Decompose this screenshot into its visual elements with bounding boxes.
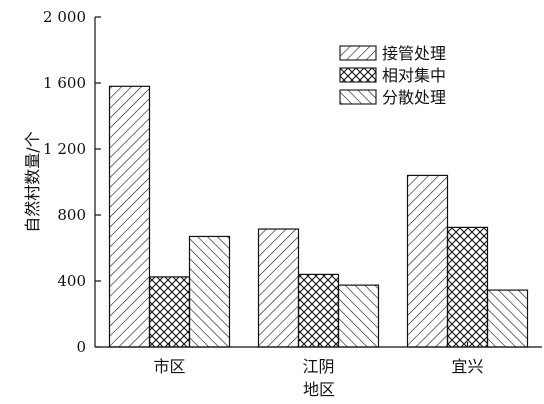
bar-宜兴-接管处理 — [406, 174, 449, 348]
bar-市区-接管处理 — [108, 85, 151, 348]
bar-江阴-分散处理 — [337, 284, 380, 348]
y-tick-label: 400 — [57, 272, 86, 290]
y-tick-label: 2 000 — [43, 8, 86, 26]
x-labels: 市区 江阴 宜兴 — [153, 342, 484, 376]
x-axis-title: 地区 — [303, 380, 335, 399]
x-tick-label: 市区 — [153, 357, 185, 376]
bar-市区-分散处理 — [188, 235, 231, 348]
bar-宜兴-分散处理 — [486, 289, 529, 348]
legend-swatch — [339, 67, 377, 83]
legend-swatch — [339, 89, 377, 105]
y-tick-label: 1 600 — [43, 74, 86, 92]
bar-江阴-接管处理 — [257, 228, 300, 348]
bar-江阴-相对集中 — [297, 273, 340, 348]
bar-宜兴-相对集中 — [446, 226, 489, 348]
legend-swatch — [339, 45, 377, 61]
bar-市区-相对集中 — [148, 276, 191, 348]
x-tick-label: 江阴 — [302, 357, 334, 376]
y-tick-label: 0 — [76, 338, 86, 356]
y-tick-label: 800 — [57, 206, 86, 224]
bars — [108, 85, 529, 348]
x-tick-label: 宜兴 — [451, 357, 483, 376]
legend-label: 接管处理 — [382, 44, 446, 63]
y-ticks: 0 400 800 1 200 1 600 2 000 — [43, 8, 101, 356]
y-axis-title: 自然村数量/个 — [23, 131, 42, 232]
y-tick-label: 1 200 — [43, 140, 86, 158]
legend-label: 相对集中 — [382, 66, 446, 85]
legend-label: 分散处理 — [382, 88, 446, 107]
